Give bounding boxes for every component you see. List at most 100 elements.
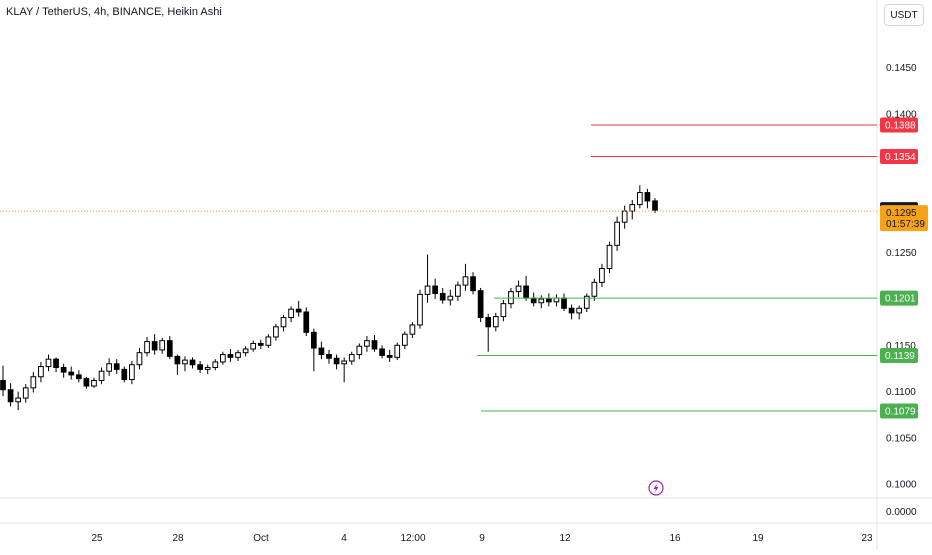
candle-body [250,342,257,350]
candle-body [91,379,97,387]
lightning-icon[interactable] [653,483,659,493]
candle-body [401,333,408,346]
candle-body [68,371,75,376]
candle-body [121,368,128,381]
support-level-label-bg [880,403,918,419]
y-tick-label: 0.1250 [886,248,917,259]
candle-body [591,281,598,297]
candle-body [204,367,211,370]
candle-body [348,354,355,362]
candle-body [242,348,249,354]
candle-body [530,297,537,304]
support-level-label-bg [880,290,918,306]
candle-body [227,354,234,358]
candle-body [129,364,135,381]
candle-body [144,341,150,354]
support-level-label: 0.1201 [885,294,916,305]
candle-body [455,284,461,297]
candle-body [159,340,166,351]
y-tick-label: 0.1000 [886,480,917,491]
candle-body [439,292,446,301]
chart-title: KLAY / TetherUS, 4h, BINANCE, Heikin Ash… [6,6,222,18]
candle-body [83,378,90,387]
candle-body [432,285,438,294]
candle-body [174,355,181,365]
candle-body [30,376,37,389]
candle-body [462,276,469,286]
candle-body [151,341,158,351]
x-tick-label: 9 [479,533,485,544]
candle-body [45,358,52,368]
y-tick-label: 0.1050 [886,433,917,444]
currency-button[interactable]: USDT [884,4,924,26]
candle-body [197,364,203,370]
current-price-label-bg [880,205,928,232]
resistance-level-label-bg [880,117,918,133]
candle-body [599,267,605,283]
y-tick-label: 0.1450 [886,63,917,74]
x-tick-label: 25 [91,533,103,544]
candle-body [235,352,241,358]
candle-body [515,285,522,293]
candle-body [386,354,393,358]
candle-body [303,311,310,333]
x-tick-label: 16 [669,533,681,544]
support-level-label: 0.1079 [885,407,916,418]
lower-pane-tick-label: 0.0000 [886,507,917,518]
candle-body [326,354,332,359]
candle-body [621,210,628,223]
candle-body [341,360,348,365]
candle-body [38,366,44,378]
x-tick-label: 28 [172,533,184,544]
candle-body [212,361,219,369]
y-tick-label: 0.1150 [886,341,916,352]
candle-body [371,340,378,350]
candle-body [379,348,385,356]
candle-body [409,324,416,335]
y-tick-label: 0.1400 [886,109,917,120]
candle-body [106,363,112,372]
candle-body [485,317,492,328]
candle-body [53,358,59,369]
candle-body [652,200,658,211]
candle-body [364,340,370,347]
candle-body [182,359,188,365]
countdown-label: 01:57:39 [886,219,925,230]
candle-body [257,342,264,346]
candle-body [576,307,583,314]
candle-body [538,298,545,304]
resistance-level-label: 0.1354 [885,152,916,163]
x-tick-label: 12:00 [400,533,425,544]
candle-body [22,387,29,399]
candle-body [636,192,643,206]
candle-body [113,363,120,370]
candle-body [492,316,499,328]
candle-body [568,307,575,314]
candle-body [318,347,325,356]
candle-body [166,340,173,357]
candle-body [644,192,651,202]
candle-body [629,204,636,212]
x-tick-label: 12 [559,533,571,544]
candle-body [424,285,431,295]
candle-body [606,244,613,269]
candle-body [60,367,67,373]
candle-body [470,276,476,292]
candle-body [417,293,423,326]
candle-body [553,297,560,303]
candle-body [523,285,529,299]
candle-body [447,295,454,301]
support-level-label-bg [880,347,918,363]
resistance-level-label-bg [880,148,918,164]
x-tick-label: Oct [253,533,269,544]
candle-body [220,354,226,363]
candle-body [273,326,279,338]
candle-body [75,374,82,380]
candle-body [288,308,294,319]
candle-body [333,357,340,365]
resistance-level-label: 0.1388 [885,121,916,132]
candle-body [356,345,363,356]
candle-body [98,370,105,381]
